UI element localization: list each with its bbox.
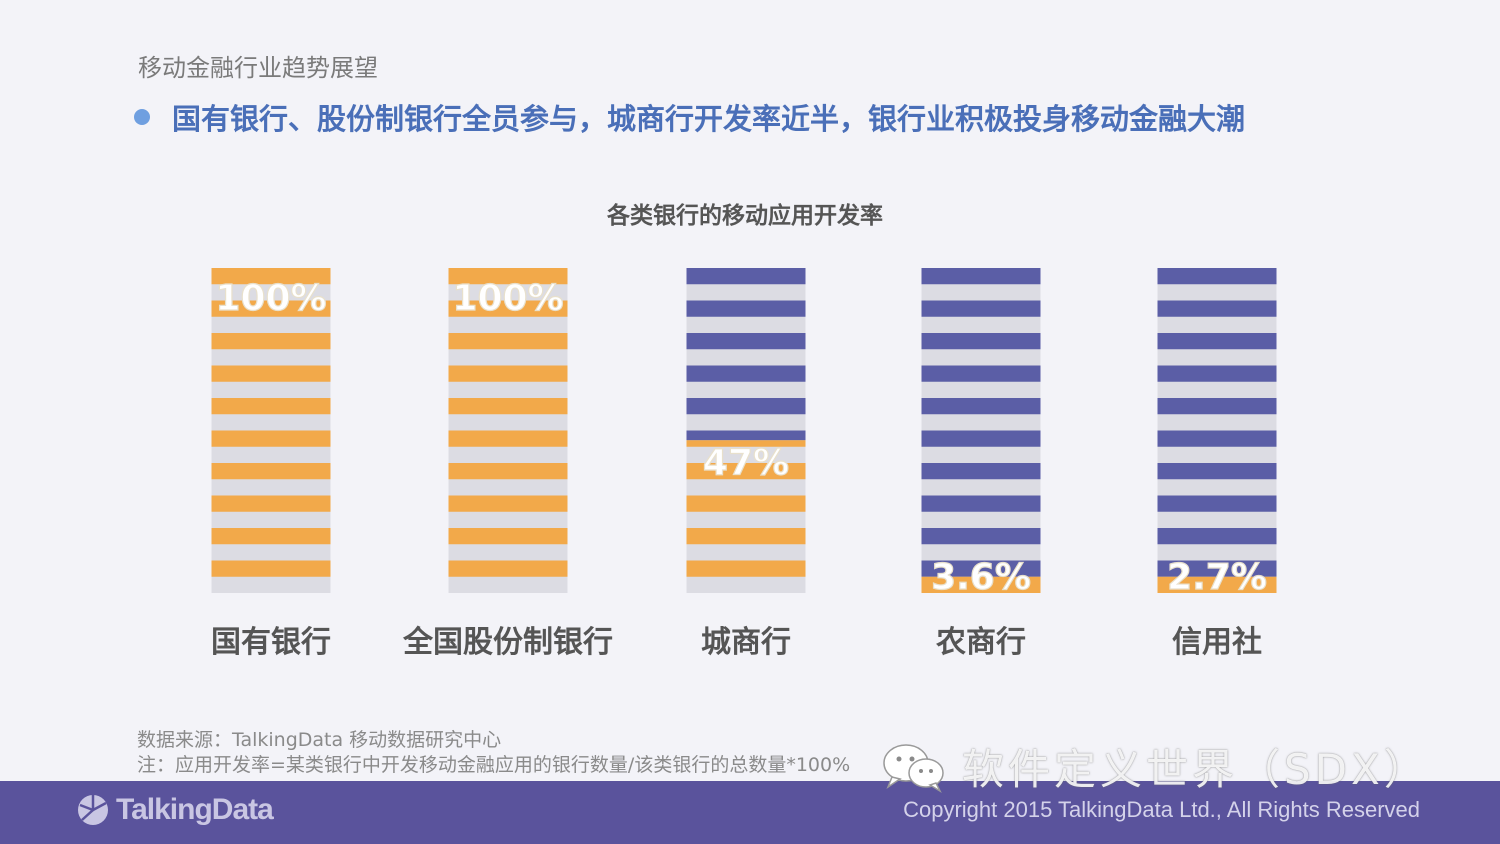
- bar-stripe-filled: [211, 463, 331, 480]
- bar-stripe-unfilled: [921, 365, 1041, 382]
- headline: 国有银行、股份制银行全员参与，城商行开发率近半，银行业积极投身移动金融大潮: [134, 96, 1245, 138]
- bar-stripe-filled: [686, 440, 806, 447]
- definition-note: 注：应用开发率=某类银行中开发移动金融应用的银行数量/该类银行的总数量*100%: [137, 754, 851, 776]
- bar-stripe-unfilled: [1157, 528, 1277, 545]
- category-label: 城商行: [701, 625, 791, 660]
- headline-text: 国有银行、股份制银行全员参与，城商行开发率近半，银行业积极投身移动金融大潮: [172, 102, 1246, 136]
- notes: 数据来源：TalkingData 移动数据研究中心 注：应用开发率=某类银行中开…: [137, 728, 850, 778]
- bar-stripe-unfilled: [1157, 268, 1277, 285]
- bar-2: [448, 268, 568, 593]
- bar-stripe-filled: [448, 528, 568, 545]
- category-label: 国有银行: [211, 625, 331, 660]
- watermark: 软件定义世界（SDX）: [880, 736, 1430, 797]
- bar-stripe-unfilled: [921, 333, 1041, 350]
- source-note: 数据来源：TalkingData 移动数据研究中心: [137, 729, 502, 751]
- bar-stripe-unfilled: [686, 333, 806, 350]
- bar-stripe-filled: [448, 333, 568, 350]
- bar-stripe-unfilled: [686, 300, 806, 317]
- bar-stripe-unfilled: [686, 365, 806, 382]
- bar-stripe-unfilled: [921, 268, 1041, 285]
- bar-1: [211, 268, 331, 593]
- bar-stripe-filled: [448, 463, 568, 480]
- bar-stripe-filled: [211, 300, 331, 317]
- bar-stripe-unfilled: [921, 398, 1041, 415]
- category-label: 农商行: [935, 625, 1026, 660]
- bar-5: [1157, 268, 1277, 593]
- bar-stripe-filled: [448, 365, 568, 382]
- logo-text: TalkingData: [116, 793, 274, 826]
- bar-stripe-unfilled: [1157, 398, 1277, 415]
- category-label: 信用社: [1172, 625, 1262, 660]
- bar-stripe-unfilled: [921, 463, 1041, 480]
- wechat-icon: [883, 743, 944, 793]
- value-label: 100%: [452, 278, 563, 319]
- bar-stripe-filled: [211, 268, 331, 285]
- value-label: 3.6%: [931, 557, 1031, 598]
- bar-stripe-filled: [686, 463, 806, 480]
- bar-stripe-filled: [211, 398, 331, 415]
- bar-stripe-filled: [686, 495, 806, 512]
- bullet-icon: [134, 109, 150, 125]
- copyright-text: Copyright 2015 TalkingData Ltd., All Rig…: [903, 797, 1420, 822]
- bar-stripe-filled: [448, 398, 568, 415]
- bar-stripe-filled: [448, 560, 568, 577]
- bar-stripe-unfilled: [1157, 430, 1277, 447]
- value-label: 100%: [215, 278, 326, 319]
- bar-stripe-unfilled: [1157, 560, 1277, 577]
- bar-stripe-unfilled: [1157, 300, 1277, 317]
- chart-title: 各类银行的移动应用开发率: [607, 203, 883, 229]
- bar-stripe-filled: [211, 365, 331, 382]
- bar-stripe-unfilled: [1157, 495, 1277, 512]
- bar-stripe-unfilled: [686, 268, 806, 285]
- bar-stripe-filled: [448, 300, 568, 317]
- footer-bar: TalkingData Copyright 2015 TalkingData L…: [0, 781, 1500, 844]
- talkingdata-logo-icon: [78, 795, 108, 825]
- category-label: 全国股份制银行: [402, 625, 613, 660]
- bar-stripe-filled: [921, 576, 1041, 593]
- bar-stripe-filled: [448, 268, 568, 285]
- bar-stripe-filled: [448, 495, 568, 512]
- bar-stripe-unfilled: [1157, 333, 1277, 350]
- bar-stripe-filled: [448, 430, 568, 447]
- bar-4: [921, 268, 1041, 593]
- bar-stripe-unfilled: [921, 528, 1041, 545]
- bar-stripe-unfilled: [686, 398, 806, 415]
- bar-stripe-filled: [1157, 576, 1277, 593]
- bar-stripe-filled: [211, 495, 331, 512]
- bar-stripe-filled: [211, 430, 331, 447]
- bar-stripe-unfilled: [921, 560, 1041, 577]
- value-label: 47%: [703, 442, 789, 483]
- value-label: 2.7%: [1167, 557, 1267, 598]
- bar-stripe-unfilled: [921, 430, 1041, 447]
- talkingdata-logo: TalkingData: [76, 793, 274, 827]
- bar-stripe-filled: [211, 528, 331, 545]
- bar-stripe-unfilled: [1157, 365, 1277, 382]
- bar-stripe-filled: [211, 333, 331, 350]
- bar-stripe-filled: [686, 528, 806, 545]
- bar-stripe-unfilled: [921, 495, 1041, 512]
- bar-chart: 100% 国有银行 100% 全国股份制银行 47% 城商行 3.6% 农商行 2.7% 信用社: [211, 268, 1277, 660]
- bar-3: [686, 268, 806, 593]
- bar-stripe-unfilled: [686, 430, 806, 441]
- watermark-text: 软件定义世界（SDX）: [962, 745, 1430, 794]
- section-title: 移动金融行业趋势展望: [138, 54, 378, 82]
- bar-stripe-unfilled: [921, 300, 1041, 317]
- bar-stripe-unfilled: [1157, 463, 1277, 480]
- bar-stripe-filled: [211, 560, 331, 577]
- bar-stripe-filled: [686, 560, 806, 577]
